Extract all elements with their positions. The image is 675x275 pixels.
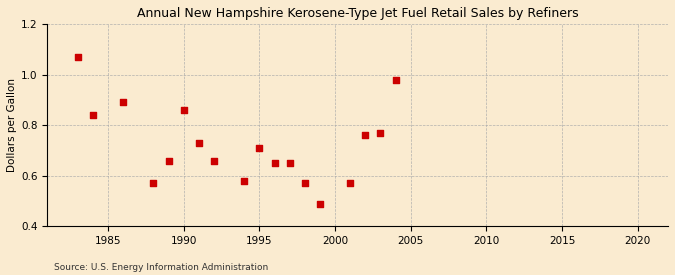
Point <box>239 178 250 183</box>
Point <box>269 161 280 165</box>
Point <box>117 100 128 104</box>
Text: Source: U.S. Energy Information Administration: Source: U.S. Energy Information Administ… <box>54 263 268 272</box>
Point <box>194 141 205 145</box>
Point <box>284 161 295 165</box>
Point <box>254 146 265 150</box>
Point <box>390 77 401 82</box>
Point <box>72 54 83 59</box>
Point <box>375 131 386 135</box>
Y-axis label: Dollars per Gallon: Dollars per Gallon <box>7 78 17 172</box>
Point <box>345 181 356 186</box>
Point <box>88 113 99 117</box>
Point <box>148 181 159 186</box>
Point <box>178 108 189 112</box>
Title: Annual New Hampshire Kerosene-Type Jet Fuel Retail Sales by Refiners: Annual New Hampshire Kerosene-Type Jet F… <box>137 7 578 20</box>
Point <box>360 133 371 138</box>
Point <box>315 201 325 206</box>
Point <box>300 181 310 186</box>
Point <box>209 158 219 163</box>
Point <box>163 158 174 163</box>
